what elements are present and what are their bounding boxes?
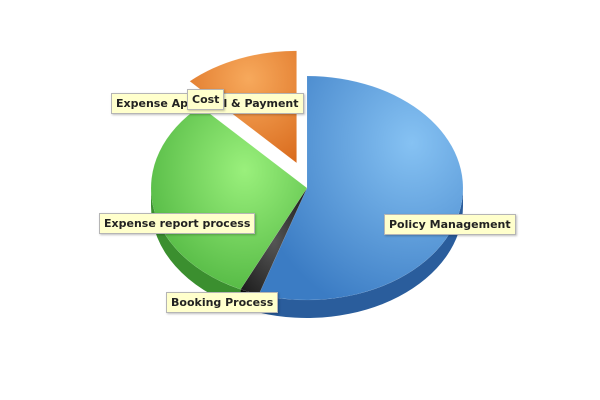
slice-expense-report-process — [150, 106, 308, 290]
label-booking-process: Booking Process — [166, 292, 279, 313]
label-policy-management: Policy Management — [384, 214, 516, 235]
label-cost: Cost — [187, 89, 225, 110]
slice-policy-management-side — [258, 188, 463, 318]
slice-policy-management — [258, 75, 464, 301]
label-expense-report-process: Expense report process — [99, 213, 256, 234]
